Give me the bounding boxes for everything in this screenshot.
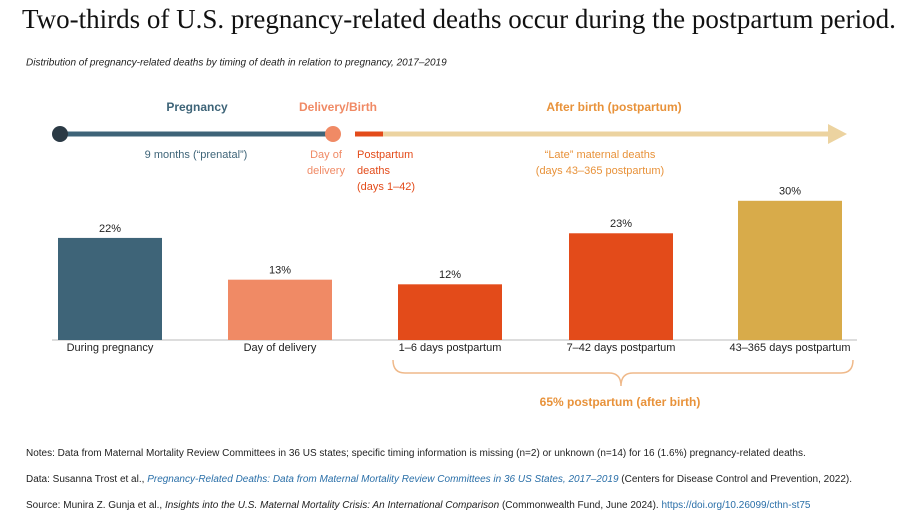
note: Data: Susanna Trost et al., Pregnancy-Re… bbox=[26, 474, 852, 485]
note-part: Notes: Data from Maternal Mortality Revi… bbox=[26, 448, 806, 459]
phase-label: Pregnancy bbox=[166, 100, 228, 114]
note-part: Source: Munira Z. Gunja et al., bbox=[26, 500, 165, 511]
x-tick-label: During pregnancy bbox=[67, 342, 154, 354]
x-tick-label: 1–6 days postpartum bbox=[399, 342, 502, 354]
bar bbox=[58, 237, 162, 340]
phase-label: After birth (postpartum) bbox=[546, 100, 681, 114]
note-part: (Commonwealth Fund, June 2024). bbox=[499, 500, 661, 511]
timeline-arrow bbox=[828, 124, 847, 144]
timeline-delivery bbox=[325, 126, 341, 142]
x-tick-label: 43–365 days postpartum bbox=[729, 342, 850, 354]
x-tick-label: Day of delivery bbox=[244, 342, 317, 354]
bar bbox=[569, 233, 673, 340]
chart-subtitle: Distribution of pregnancy-related deaths… bbox=[26, 58, 447, 69]
note-part: (Centers for Disease Control and Prevent… bbox=[619, 474, 852, 485]
phase-note: Day of bbox=[310, 149, 343, 161]
value-label: 30% bbox=[779, 186, 801, 198]
phase-note: 9 months (“prenatal”) bbox=[145, 149, 248, 161]
postpartum-note: (days 1–42) bbox=[357, 181, 415, 193]
phase-note: (days 43–365 postpartum) bbox=[536, 165, 664, 177]
chart-title: Two-thirds of U.S. pregnancy-related dea… bbox=[22, 4, 896, 34]
note-link[interactable]: Pregnancy-Related Deaths: Data from Mate… bbox=[147, 474, 619, 485]
value-label: 23% bbox=[610, 218, 632, 230]
bar bbox=[398, 284, 502, 340]
value-label: 22% bbox=[99, 223, 121, 235]
phase-note: “Late” maternal deaths bbox=[545, 149, 656, 161]
value-label: 13% bbox=[269, 265, 291, 277]
x-tick-label: 7–42 days postpartum bbox=[567, 342, 676, 354]
bar bbox=[738, 200, 842, 340]
phase-note: delivery bbox=[307, 165, 345, 177]
timeline-start bbox=[52, 126, 68, 142]
note: Notes: Data from Maternal Mortality Revi… bbox=[26, 448, 806, 459]
note-part: Insights into the U.S. Maternal Mortalit… bbox=[165, 500, 500, 511]
postpartum-note: deaths bbox=[357, 165, 391, 177]
note-link[interactable]: https://doi.org/10.26099/cthn-st75 bbox=[661, 500, 810, 511]
bar bbox=[228, 279, 332, 340]
brace bbox=[392, 359, 854, 387]
note: Source: Munira Z. Gunja et al., Insights… bbox=[26, 500, 811, 511]
phase-label: Delivery/Birth bbox=[299, 100, 377, 114]
note-part: Data: Susanna Trost et al., bbox=[26, 474, 147, 485]
brace-label: 65% postpartum (after birth) bbox=[540, 395, 701, 409]
postpartum-note: Postpartum bbox=[357, 149, 413, 161]
value-label: 12% bbox=[439, 269, 461, 281]
